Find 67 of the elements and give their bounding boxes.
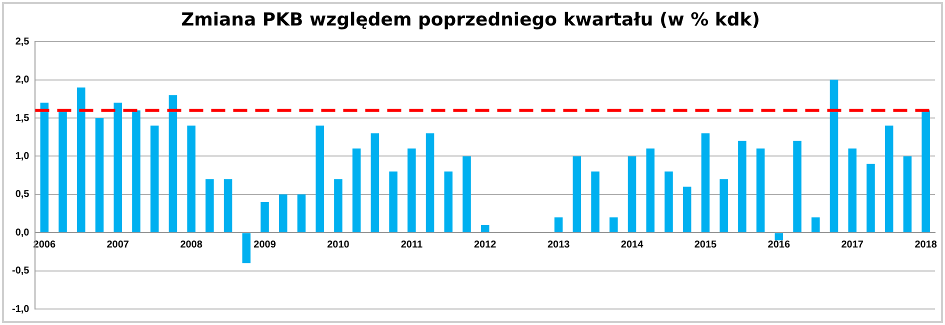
x-tick-label: 2010: [327, 239, 350, 250]
bar: [95, 118, 104, 232]
bar: [77, 87, 86, 232]
x-tick-label: 2015: [694, 239, 718, 250]
bar: [554, 217, 563, 232]
bar: [168, 95, 178, 232]
x-tick-label: 2012: [474, 239, 497, 250]
bar: [444, 171, 453, 232]
bar: [793, 140, 802, 232]
bar: [242, 233, 251, 264]
y-tick-label: 0,0: [15, 227, 30, 238]
bar: [150, 126, 159, 232]
x-tick-label: 2011: [400, 239, 423, 250]
y-tick-label: 0,5: [15, 189, 30, 200]
bar: [682, 186, 692, 232]
bar: [572, 156, 582, 232]
bar: [132, 110, 140, 232]
bar: [224, 179, 232, 232]
bar: [408, 148, 416, 232]
bar: [334, 179, 342, 232]
bar: [646, 148, 655, 232]
bar: [591, 171, 600, 232]
y-tick-label: -1,0: [12, 304, 30, 315]
bar: [628, 156, 636, 232]
bar: [884, 126, 894, 232]
bar: [848, 148, 856, 232]
bar: [206, 179, 214, 232]
y-tick-label: 2,0: [15, 74, 30, 86]
bar: [738, 140, 746, 232]
bar: [58, 110, 67, 232]
x-tick-label: 2009: [254, 239, 276, 250]
x-tick-label: 2008: [180, 239, 203, 250]
bar: [774, 233, 784, 240]
y-tick-label: 1,0: [15, 150, 30, 162]
bar: [610, 217, 618, 232]
x-tick-label: 2013: [547, 239, 570, 250]
bar: [260, 202, 269, 232]
x-tick-label: 2007: [106, 239, 130, 250]
y-tick-label: -0,5: [12, 266, 30, 277]
bar: [352, 148, 361, 232]
bar: [370, 133, 380, 232]
bar: [812, 217, 820, 232]
y-tick-label: 2,5: [15, 36, 30, 48]
bar: [903, 156, 912, 232]
y-tick-label: 1,5: [15, 112, 30, 124]
bar: [701, 133, 710, 232]
x-tick-label: 2018: [914, 239, 938, 250]
chart-title: Zmiana PKB względem poprzedniego kwartału (w % kdk): [181, 9, 760, 30]
bar: [114, 102, 122, 232]
bar: [297, 194, 306, 232]
bar: [462, 156, 471, 232]
bar: [720, 179, 728, 232]
bar: [922, 110, 930, 232]
bar: [187, 126, 196, 232]
bar: [426, 133, 434, 232]
bar: [40, 102, 49, 232]
bar: [316, 126, 324, 232]
bar: [866, 164, 875, 232]
bar: [664, 171, 673, 232]
bar: [278, 194, 288, 232]
bar: [830, 80, 838, 232]
x-tick-label: 2017: [841, 239, 864, 250]
x-tick-label: 2014: [620, 239, 644, 250]
bar: [389, 171, 398, 232]
bar: [480, 224, 490, 232]
x-tick-label: 2016: [768, 239, 790, 250]
bar: [756, 148, 765, 232]
